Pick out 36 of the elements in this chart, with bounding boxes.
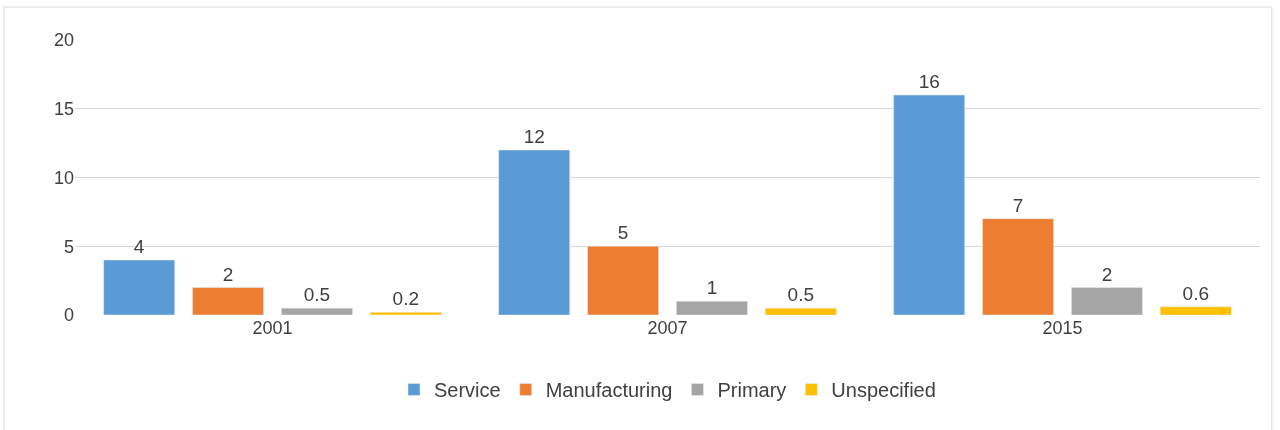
data-label: 1	[706, 277, 718, 299]
x-tick-label: 2007	[647, 318, 688, 338]
bar	[765, 307, 837, 315]
legend-label: Manufacturing	[545, 379, 673, 402]
bar	[587, 246, 659, 315]
bar	[281, 307, 353, 315]
data-label: 2	[1101, 263, 1113, 285]
legend-label: Service	[434, 379, 501, 402]
bar	[1160, 306, 1232, 315]
data-label: 2	[222, 263, 234, 285]
x-tick-label: 2001	[252, 318, 293, 338]
bar	[498, 149, 570, 315]
y-tick-label: 5	[63, 236, 74, 257]
bar	[370, 312, 442, 315]
data-label: 0.5	[787, 284, 815, 306]
bar	[1071, 287, 1143, 315]
data-label: 7	[1012, 194, 1024, 216]
bar	[676, 301, 748, 315]
y-tick-label: 10	[53, 167, 74, 188]
y-tick-label: 20	[53, 30, 74, 51]
y-tick-label: 0	[63, 305, 74, 326]
data-label: 0.5	[303, 284, 331, 306]
data-label: 5	[617, 222, 629, 244]
bar	[103, 259, 175, 315]
data-label: 4	[133, 236, 145, 257]
data-label: 12	[523, 126, 545, 147]
bar	[192, 287, 264, 315]
y-tick-label: 15	[53, 99, 74, 120]
legend-label: Unspecified	[831, 379, 936, 402]
data-label: 16	[918, 71, 940, 92]
bar	[893, 94, 965, 315]
bar	[982, 218, 1054, 315]
legend-label: Primary	[717, 379, 787, 402]
data-label: 0.6	[1182, 282, 1210, 304]
data-label: 0.2	[392, 288, 420, 310]
x-tick-label: 2015	[1042, 318, 1083, 338]
